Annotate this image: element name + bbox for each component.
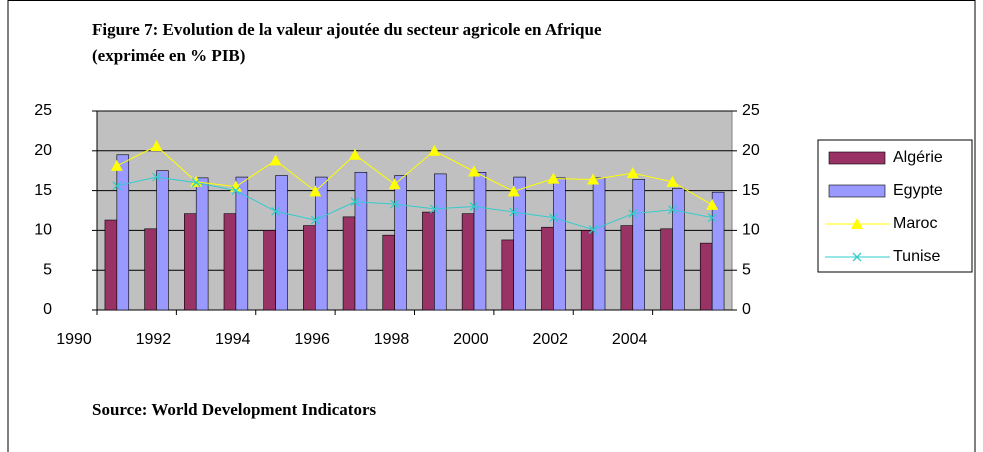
marker xyxy=(229,180,242,192)
marker xyxy=(587,173,600,185)
legend-swatch xyxy=(828,184,886,198)
y-tick-label: 0 xyxy=(43,301,52,318)
bar xyxy=(144,228,157,311)
marker xyxy=(468,165,481,177)
bar xyxy=(580,230,594,311)
marker xyxy=(191,178,201,188)
bar xyxy=(699,242,713,311)
marker xyxy=(429,204,439,214)
marker xyxy=(706,198,719,210)
bar xyxy=(501,239,515,311)
line xyxy=(116,176,713,231)
bar xyxy=(263,230,276,311)
marker xyxy=(310,215,320,225)
legend xyxy=(817,139,973,273)
x-tick-label: 1996 xyxy=(294,331,330,348)
marker xyxy=(231,186,241,196)
marker xyxy=(707,213,717,223)
marker xyxy=(547,172,560,184)
marker xyxy=(112,181,122,191)
marker xyxy=(548,213,558,223)
bar xyxy=(104,219,118,311)
bar xyxy=(660,228,673,311)
bar xyxy=(553,177,566,311)
bar xyxy=(116,154,130,311)
source: Source: World Development Indicators xyxy=(92,400,377,419)
marker xyxy=(668,205,677,215)
legend-marker xyxy=(851,218,863,229)
bar xyxy=(184,213,197,311)
marker xyxy=(666,175,679,187)
bar xyxy=(711,191,725,311)
marker xyxy=(150,140,163,152)
bar xyxy=(541,226,554,311)
x-tick-label: 2004 xyxy=(612,331,648,348)
bar xyxy=(620,225,634,311)
marker xyxy=(350,197,360,207)
marker xyxy=(152,172,161,182)
bar xyxy=(275,175,288,311)
marker xyxy=(269,154,282,166)
y-tick-label: 20 xyxy=(34,142,52,159)
bar xyxy=(672,187,685,311)
marker xyxy=(509,207,519,217)
bar xyxy=(513,176,526,311)
bar xyxy=(422,211,435,311)
y2-tick-label: 10 xyxy=(742,222,760,239)
x-tick-label: 1994 xyxy=(215,331,251,348)
marker xyxy=(507,185,520,197)
bar xyxy=(473,171,487,311)
marker xyxy=(390,199,400,209)
marker xyxy=(428,144,441,156)
x-tick-label: 2002 xyxy=(532,331,568,348)
marker xyxy=(626,167,639,179)
x-tick-label: 1992 xyxy=(136,331,172,348)
x-tick-label: 2000 xyxy=(453,331,489,348)
y2-tick-label: 20 xyxy=(742,142,760,159)
y-tick-label: 5 xyxy=(43,261,52,278)
bar xyxy=(314,176,328,311)
bar xyxy=(632,179,645,311)
legend-label: Egypte xyxy=(893,182,943,199)
chart-title: Figure 7: Evolution de la valeur ajoutée… xyxy=(92,20,602,65)
bar xyxy=(354,171,368,311)
legend-label: Maroc xyxy=(893,215,937,232)
y2-tick-label: 0 xyxy=(742,301,751,318)
bar xyxy=(342,216,356,311)
marker xyxy=(309,185,322,197)
marker xyxy=(190,175,203,187)
marker xyxy=(110,159,123,171)
x-tick-label: 1990 xyxy=(56,331,92,348)
bar xyxy=(223,213,237,311)
bar xyxy=(382,234,395,311)
x-tick-label: 1998 xyxy=(374,331,410,348)
marker xyxy=(348,148,361,160)
legend-swatch xyxy=(828,151,886,165)
y-tick-label: 25 xyxy=(34,102,52,119)
legend-label: Algérie xyxy=(893,149,943,166)
bar xyxy=(235,176,249,311)
y-tick-label: 10 xyxy=(34,222,52,239)
bar xyxy=(461,213,475,311)
marker xyxy=(469,202,479,211)
marker xyxy=(388,178,401,190)
legend-label: Tunise xyxy=(893,248,941,265)
y-tick-label: 15 xyxy=(34,182,52,199)
bar xyxy=(156,170,169,311)
marker xyxy=(628,209,638,219)
bar xyxy=(592,177,606,311)
y2-tick-label: 5 xyxy=(742,261,751,278)
marker xyxy=(588,225,598,235)
bar xyxy=(303,225,316,311)
y2-tick-label: 15 xyxy=(742,182,760,199)
bar xyxy=(195,177,209,311)
legend-marker xyxy=(852,252,862,262)
bar xyxy=(394,175,407,311)
line xyxy=(116,145,713,206)
bar xyxy=(434,173,447,311)
marker xyxy=(271,206,281,216)
y2-tick-label: 25 xyxy=(742,102,760,119)
